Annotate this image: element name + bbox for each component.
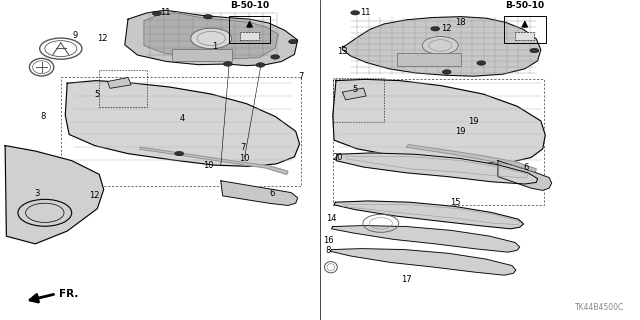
Text: 5: 5 bbox=[95, 90, 100, 99]
Text: 17: 17 bbox=[401, 275, 412, 284]
Circle shape bbox=[191, 28, 232, 49]
Polygon shape bbox=[336, 153, 538, 184]
Text: 18: 18 bbox=[456, 18, 466, 27]
Circle shape bbox=[204, 14, 212, 19]
Text: 10: 10 bbox=[239, 154, 250, 163]
Text: 13: 13 bbox=[337, 47, 348, 56]
Polygon shape bbox=[332, 226, 520, 252]
Circle shape bbox=[256, 63, 265, 67]
FancyBboxPatch shape bbox=[240, 32, 259, 40]
Circle shape bbox=[477, 61, 486, 65]
Text: FR.: FR. bbox=[59, 289, 78, 299]
Text: 11: 11 bbox=[360, 8, 371, 17]
Text: 20: 20 bbox=[332, 153, 342, 162]
Circle shape bbox=[152, 11, 161, 16]
Text: 4: 4 bbox=[180, 114, 185, 123]
Circle shape bbox=[422, 36, 458, 54]
Text: 8: 8 bbox=[326, 246, 331, 255]
Polygon shape bbox=[125, 10, 298, 66]
Text: 14: 14 bbox=[326, 214, 336, 223]
FancyBboxPatch shape bbox=[397, 53, 461, 66]
Circle shape bbox=[289, 39, 298, 44]
Polygon shape bbox=[406, 145, 536, 172]
Text: 6: 6 bbox=[269, 189, 275, 198]
Polygon shape bbox=[342, 88, 366, 100]
Polygon shape bbox=[221, 181, 298, 205]
Text: 12: 12 bbox=[97, 34, 108, 43]
Text: 10: 10 bbox=[203, 161, 213, 170]
FancyBboxPatch shape bbox=[515, 32, 534, 40]
Polygon shape bbox=[108, 77, 131, 88]
Polygon shape bbox=[333, 79, 545, 163]
Text: 6: 6 bbox=[524, 164, 529, 172]
Polygon shape bbox=[140, 147, 288, 174]
Text: 1: 1 bbox=[212, 42, 217, 51]
Circle shape bbox=[442, 70, 451, 74]
Text: 5: 5 bbox=[353, 85, 358, 94]
Text: 11: 11 bbox=[160, 8, 170, 17]
Text: 8: 8 bbox=[41, 112, 46, 121]
Polygon shape bbox=[330, 249, 516, 275]
Circle shape bbox=[351, 11, 360, 15]
Polygon shape bbox=[334, 201, 524, 229]
Polygon shape bbox=[65, 81, 300, 166]
Text: 12: 12 bbox=[442, 24, 452, 33]
Text: TK44B4500C: TK44B4500C bbox=[575, 303, 624, 312]
Text: B-50-10: B-50-10 bbox=[230, 1, 269, 10]
Bar bbox=[504, 16, 545, 43]
Polygon shape bbox=[144, 13, 278, 59]
Text: 15: 15 bbox=[451, 198, 461, 207]
Text: 19: 19 bbox=[468, 117, 479, 126]
Text: 12: 12 bbox=[90, 191, 100, 200]
Circle shape bbox=[271, 55, 280, 59]
Text: 7: 7 bbox=[241, 143, 246, 152]
Polygon shape bbox=[342, 17, 541, 76]
Text: 9: 9 bbox=[73, 31, 78, 40]
Text: 16: 16 bbox=[323, 236, 333, 245]
Text: B-50-10: B-50-10 bbox=[505, 1, 545, 10]
Circle shape bbox=[431, 27, 440, 31]
Text: 19: 19 bbox=[456, 127, 466, 136]
FancyBboxPatch shape bbox=[172, 49, 232, 61]
Text: 7: 7 bbox=[298, 72, 303, 81]
Bar bbox=[229, 16, 271, 43]
Text: 3: 3 bbox=[35, 189, 40, 198]
Circle shape bbox=[223, 62, 232, 66]
Polygon shape bbox=[5, 146, 104, 244]
Circle shape bbox=[530, 48, 539, 53]
Circle shape bbox=[175, 151, 184, 156]
Polygon shape bbox=[498, 161, 552, 190]
